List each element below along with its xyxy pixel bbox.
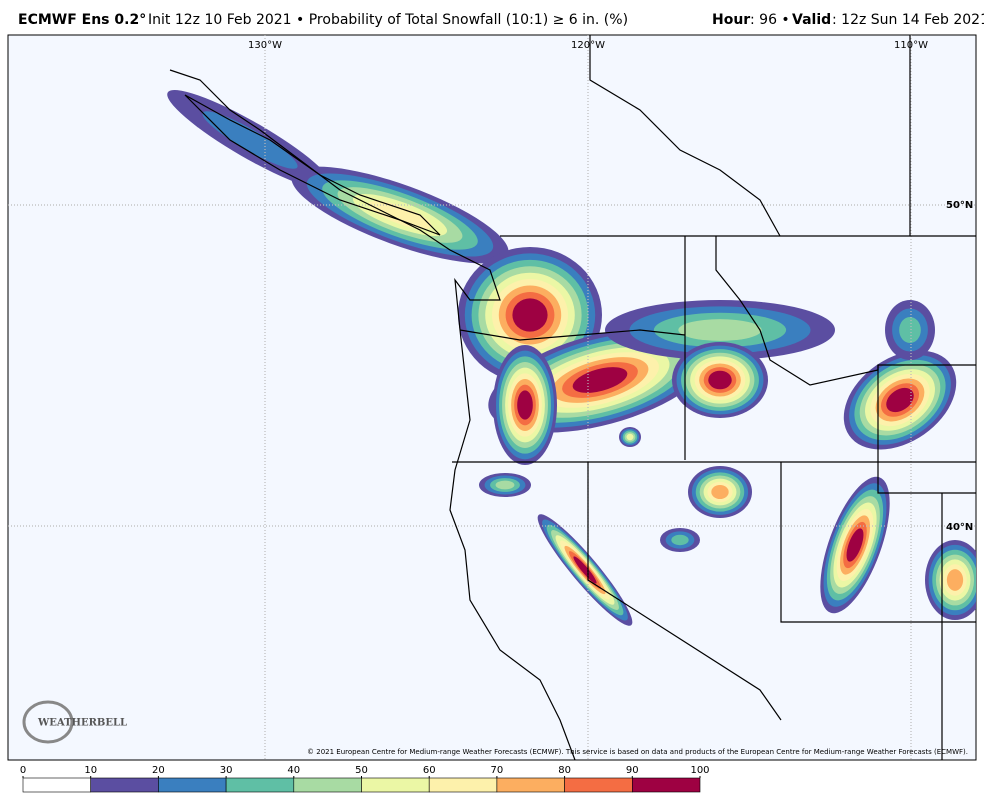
lon-label: 110°W bbox=[894, 40, 928, 51]
snow-contour bbox=[946, 569, 964, 591]
colorbar-tick-label: 0 bbox=[20, 765, 26, 776]
colorbar-tick-label: 100 bbox=[690, 765, 709, 776]
model-name: ECMWF Ens 0.2° bbox=[18, 12, 146, 28]
colorbar-tick-label: 40 bbox=[287, 765, 300, 776]
valid-value: : 12z Sun 14 Feb 2021 bbox=[832, 12, 984, 28]
snow-contour bbox=[711, 484, 729, 500]
lat-label: 50°N bbox=[946, 200, 973, 211]
description: Init 12z 10 Feb 2021 • Probability of To… bbox=[148, 12, 628, 28]
snow-contour bbox=[626, 433, 634, 441]
snow-contour bbox=[202, 111, 298, 169]
snow-contour bbox=[899, 317, 921, 343]
snow-contour bbox=[708, 370, 732, 390]
valid-label: Valid bbox=[792, 12, 831, 28]
colorbar-tick-label: 30 bbox=[220, 765, 233, 776]
hour-value: : 96 • bbox=[750, 12, 790, 28]
colorbar-segment bbox=[293, 777, 362, 793]
colorbar-tick-label: 10 bbox=[84, 765, 97, 776]
colorbar-segment bbox=[496, 777, 565, 793]
colorbar-tick-label: 20 bbox=[152, 765, 165, 776]
colorbar-segment bbox=[631, 777, 701, 793]
lon-label: 130°W bbox=[248, 40, 282, 51]
hour-label: Hour bbox=[712, 12, 750, 28]
colorbar: 0 10 20 30 40 50 60 70 80 90 100 bbox=[20, 765, 710, 793]
colorbar-tick-label: 80 bbox=[558, 765, 571, 776]
colorbar-segment bbox=[564, 777, 633, 793]
snow-contour bbox=[678, 319, 762, 341]
snow-contour bbox=[495, 480, 515, 490]
lon-label: 120°W bbox=[571, 40, 605, 51]
colorbar-segment bbox=[361, 777, 430, 793]
colorbar-tick-label: 60 bbox=[423, 765, 436, 776]
colorbar-segment bbox=[225, 777, 295, 793]
snow-contour bbox=[512, 298, 548, 332]
colorbar-segment bbox=[22, 777, 91, 793]
snow-contour bbox=[573, 556, 597, 584]
lat-label: 40°N bbox=[946, 522, 973, 533]
snow-contour bbox=[368, 200, 432, 230]
colorbar-segment bbox=[158, 777, 227, 793]
colorbar-tick-label: 70 bbox=[491, 765, 504, 776]
snow-contour bbox=[846, 528, 864, 562]
snow-contour bbox=[517, 390, 533, 420]
snow-contour bbox=[572, 367, 628, 393]
copyright: © 2021 European Centre for Medium-range … bbox=[307, 748, 968, 756]
colorbar-segment bbox=[428, 777, 498, 793]
snow-contour bbox=[886, 387, 914, 413]
colorbar-tick-label: 90 bbox=[626, 765, 639, 776]
colorbar-tick-label: 50 bbox=[355, 765, 368, 776]
logo: WEATHERBELL bbox=[37, 718, 127, 729]
colorbar-segment bbox=[90, 777, 159, 793]
logo-swirl bbox=[22, 700, 74, 744]
snow-contour bbox=[671, 534, 689, 546]
graticule bbox=[8, 35, 976, 760]
boundaries bbox=[8, 35, 976, 760]
